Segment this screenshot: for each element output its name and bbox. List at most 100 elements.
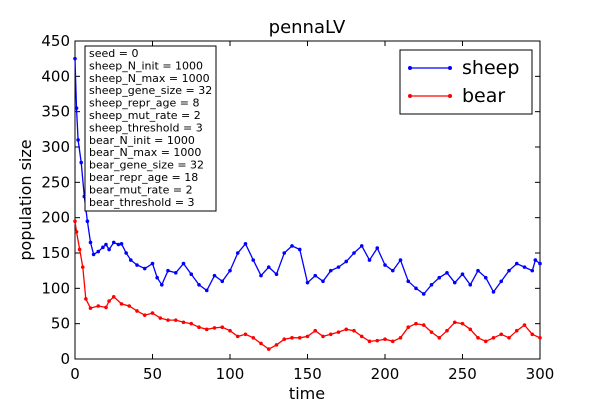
data-point-sheep: [119, 242, 124, 246]
data-point-sheep: [259, 273, 263, 278]
x-tick-label: 0: [70, 365, 80, 383]
data-point-sheep: [414, 286, 418, 291]
legend-marker-bear: [448, 94, 452, 98]
data-point-bear: [220, 325, 225, 330]
y-tick-label: 350: [41, 103, 70, 121]
data-point-sheep: [336, 265, 341, 269]
data-point-sheep: [101, 245, 105, 250]
data-point-sheep: [74, 106, 79, 110]
data-point-sheep: [406, 279, 411, 284]
x-tick-label: 150: [293, 365, 322, 383]
data-point-bear: [96, 304, 101, 308]
data-point-bear: [212, 326, 217, 330]
data-point-bear: [445, 328, 449, 333]
data-point-bear: [173, 318, 178, 322]
data-point-sheep: [390, 268, 395, 273]
legend-label-bear: bear: [462, 85, 505, 107]
data-point-sheep: [514, 261, 519, 266]
data-point-bear: [181, 320, 186, 325]
series-layer: [73, 56, 542, 351]
data-point-sheep: [421, 292, 426, 296]
data-point-sheep: [290, 244, 294, 248]
data-point-sheep: [305, 280, 310, 285]
data-point-bear: [514, 328, 519, 333]
data-point-sheep: [328, 268, 333, 273]
data-point-bear: [235, 334, 240, 339]
data-point-bear: [390, 339, 395, 344]
data-point-bear: [282, 337, 287, 342]
data-point-bear: [74, 230, 79, 234]
y-tick-label: 100: [41, 279, 70, 297]
data-point-bear: [452, 320, 457, 325]
data-point-bear: [204, 327, 209, 332]
y-tick-label: 450: [41, 32, 70, 50]
data-point-bear: [135, 309, 139, 313]
data-point-bear: [421, 323, 426, 327]
data-point-bear: [476, 336, 480, 340]
parameter-line: bear_repr_age = 18: [89, 171, 198, 184]
data-point-bear: [460, 321, 465, 326]
x-tick-label: 200: [371, 365, 400, 383]
data-point-sheep: [274, 272, 279, 277]
data-point-sheep: [522, 265, 527, 269]
data-point-bear: [344, 327, 349, 332]
y-axis: 0 50 100 150 200 250 300 350 400 450: [41, 32, 540, 368]
data-point-bear: [414, 321, 418, 326]
data-point-bear: [73, 219, 77, 223]
data-point-sheep: [538, 261, 542, 266]
data-point-sheep: [124, 251, 128, 255]
data-point-sheep: [251, 258, 256, 262]
data-point-sheep: [297, 247, 302, 252]
data-point-sheep: [160, 283, 164, 287]
data-point-bear: [107, 299, 111, 303]
data-point-sheep: [483, 275, 488, 280]
x-axis: 0 50 100 150 200 250 300: [70, 41, 554, 383]
parameter-line: sheep_N_max = 1000: [89, 72, 210, 85]
data-point-sheep: [383, 263, 387, 267]
parameter-line: bear_gene_size = 32: [89, 159, 204, 172]
data-point-sheep: [235, 251, 240, 255]
data-point-sheep: [321, 279, 325, 284]
data-point-bear: [491, 336, 496, 340]
data-point-sheep: [189, 272, 194, 277]
data-point-sheep: [155, 275, 159, 280]
data-point-sheep: [359, 244, 364, 248]
data-point-sheep: [204, 288, 209, 293]
data-point-sheep: [530, 268, 535, 273]
y-tick-label: 150: [41, 244, 70, 262]
data-point-sheep: [533, 258, 538, 262]
y-tick-label: 50: [51, 315, 70, 333]
data-point-sheep: [91, 252, 96, 257]
data-point-bear: [111, 295, 116, 299]
data-point-sheep: [491, 290, 496, 294]
data-point-bear: [538, 336, 542, 340]
legend-marker-sheep: [448, 66, 452, 70]
x-tick-label: 300: [526, 365, 555, 383]
data-point-bear: [290, 336, 294, 340]
data-point-bear: [507, 336, 511, 340]
data-point-sheep: [266, 265, 271, 269]
data-point-sheep: [79, 160, 83, 165]
data-point-bear: [313, 328, 318, 333]
data-point-sheep: [111, 240, 116, 245]
parameter-box-frame: [84, 45, 217, 212]
data-point-sheep: [129, 258, 133, 262]
data-point-bear: [259, 341, 263, 346]
data-point-sheep: [398, 258, 403, 262]
parameter-line: sheep_mut_rate = 2: [89, 109, 201, 122]
y-tick-label: 400: [41, 67, 70, 85]
parameter-line: bear_mut_rate = 2: [89, 183, 193, 196]
parameter-line: sheep_N_init = 1000: [89, 59, 203, 72]
data-point-bear: [77, 247, 82, 252]
data-point-bear: [305, 334, 310, 339]
data-point-sheep: [429, 283, 434, 287]
data-point-bear: [88, 306, 93, 310]
data-point-bear: [228, 328, 232, 333]
data-point-sheep: [173, 270, 178, 275]
data-point-bear: [189, 321, 194, 326]
data-point-bear: [437, 336, 442, 340]
data-point-bear: [251, 336, 256, 340]
data-point-sheep: [150, 261, 155, 266]
data-point-sheep: [437, 275, 442, 280]
